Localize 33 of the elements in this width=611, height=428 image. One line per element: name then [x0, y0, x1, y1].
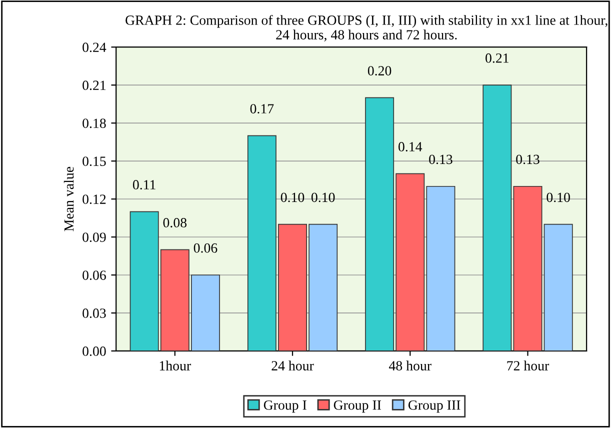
y-axis-title: Mean value [64, 166, 74, 232]
legend-label: Group I [264, 400, 306, 413]
data-label: 0.11 [132, 180, 156, 190]
x-tick-label: 24 hour [272, 360, 314, 370]
bar [482, 84, 512, 351]
bar [544, 224, 573, 351]
y-tick-label: 0.15 [82, 156, 106, 166]
chart-title: GRAPH 2: Comparison of three GROUPS (I, II, III) with stability in xx1 line at 1hour, 24 hours, 48 hours and 72 hours. [126, 14, 608, 42]
y-tick-label: 0.24 [82, 42, 106, 52]
legend-label: Group II [334, 400, 382, 413]
data-label: 0.20 [368, 66, 392, 76]
y-tick-label: 0.18 [82, 118, 106, 128]
data-label: 0.21 [486, 53, 508, 63]
y-tick-label: 0.21 [82, 80, 106, 90]
y-tick-label: 0.00 [82, 346, 106, 356]
x-tick-label: 1hour [160, 360, 191, 370]
data-label: 0.06 [194, 243, 218, 253]
y-tick-label: 0.09 [82, 232, 106, 242]
y-tick-label: 0.06 [82, 270, 106, 280]
legend-label: Group III [408, 400, 460, 413]
x-tick-label: 48 hour [388, 360, 432, 370]
data-label: 0.14 [398, 142, 422, 152]
data-label: 0.10 [546, 192, 570, 202]
y-tick-label: 0.12 [82, 194, 106, 204]
data-label: 0.10 [280, 192, 304, 202]
data-label: 0.08 [163, 218, 187, 228]
data-label: 0.10 [311, 192, 335, 202]
bar [513, 186, 542, 351]
data-label: 0.13 [429, 154, 452, 164]
data-label: 0.13 [516, 154, 540, 164]
x-tick-label: 72 hour [507, 360, 550, 370]
data-label: 0.17 [250, 104, 274, 114]
y-tick-label: 0.03 [82, 308, 106, 318]
